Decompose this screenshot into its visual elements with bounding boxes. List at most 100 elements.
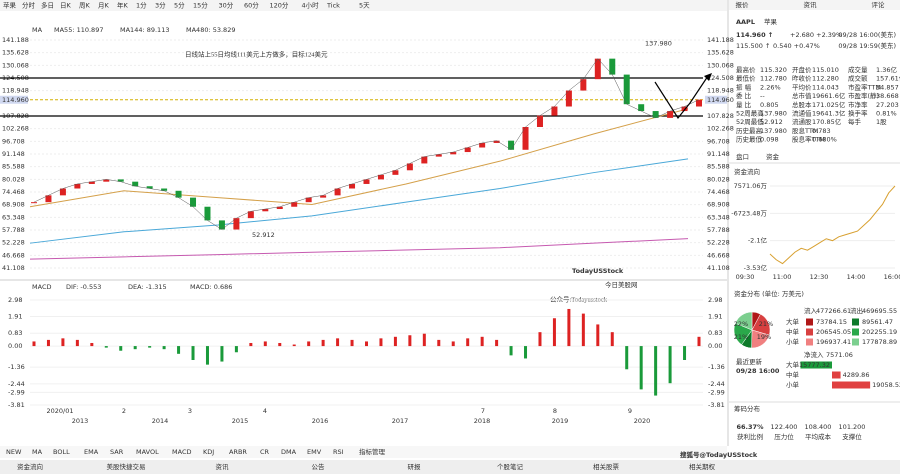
quote-label: 市盈率(静) (848, 91, 879, 100)
symbol: AAPL (736, 18, 755, 26)
y-tick-label: 102.268 (2, 125, 29, 133)
candle (161, 188, 168, 191)
candle (74, 183, 81, 189)
toolbar-item[interactable]: 月K (98, 2, 110, 10)
fund-tick-label: -3.53亿 (744, 263, 768, 272)
toolbar-item[interactable]: 15分 (193, 1, 208, 10)
panel-tab[interactable]: 盘口 (736, 152, 749, 161)
candle (508, 140, 515, 150)
indicator-tab[interactable]: 指标管理 (359, 447, 386, 456)
indicator-tab[interactable]: RSI (333, 448, 344, 456)
quote-value: 0.81% (876, 110, 897, 118)
pie-label: 21% (734, 333, 748, 341)
y-tick-label: 41.108 (2, 264, 25, 272)
indicator-tab[interactable]: KDJ (203, 448, 214, 456)
net-bar (832, 381, 871, 389)
quote-label: 历史最高 (736, 126, 763, 135)
y-tick-label: 63.348 (2, 213, 25, 221)
net-row-name: 中单 (786, 370, 800, 379)
macd-legend: DEA: -1.315 (128, 283, 167, 291)
toolbar-item[interactable]: 30分 (219, 1, 234, 10)
bottom-tab[interactable]: 资讯 (216, 462, 230, 471)
y-tick-label-right: 91.148 (707, 150, 730, 158)
macd-bar (133, 346, 137, 350)
quote-value: 0.680% (812, 136, 837, 144)
toolbar-item[interactable]: 苹果 (3, 1, 17, 10)
quote-label: 振 幅 (736, 82, 752, 91)
chip-value: 122.400 (771, 423, 798, 431)
quote-label: 换手率 (848, 109, 868, 118)
bottom-tab[interactable]: 相关期权 (689, 462, 716, 471)
toolbar-item[interactable]: 日K (60, 2, 72, 10)
candle (247, 211, 254, 219)
candle (392, 170, 399, 175)
toolbar-item[interactable]: 4小时 (302, 1, 320, 10)
net-row-value: -15777.32 (797, 361, 830, 369)
dist-title: 资金分布 (单位: 万美元) (734, 289, 804, 298)
candle (551, 106, 558, 116)
bottom-tab[interactable]: 相关股票 (593, 462, 620, 471)
fund-tick-label: 7571.06万 (734, 182, 768, 190)
quote-tab[interactable]: 评论 (872, 0, 886, 9)
close-line (33, 58, 700, 230)
candle (406, 163, 413, 171)
indicator-tab[interactable]: EMV (307, 448, 322, 456)
indicator-tab[interactable]: MACD (172, 448, 191, 456)
quote-value: 0.805 (760, 101, 779, 109)
toolbar-item[interactable]: 5天 (359, 2, 370, 10)
chip-value: 101.200 (839, 423, 866, 431)
in-swatch (806, 328, 813, 336)
candle (190, 197, 197, 207)
toolbar-item[interactable]: 60分 (244, 1, 259, 10)
x-year-label: 2015 (232, 417, 249, 425)
indicator-tab[interactable]: NEW (6, 448, 22, 456)
indicator-tab[interactable]: SAR (110, 448, 124, 456)
macd-bar (148, 346, 152, 348)
bottom-tab[interactable]: 公告 (312, 462, 326, 471)
quote-tab[interactable]: 报价 (736, 0, 750, 9)
panel-tab[interactable]: 资金 (766, 152, 780, 161)
macd-bar (365, 341, 368, 347)
toolbar-item[interactable]: 5分 (174, 1, 185, 10)
y-tick-label-right: 130.068 (707, 61, 734, 69)
toolbar-item[interactable]: 分时 (22, 1, 36, 10)
quote-tab[interactable]: 资讯 (804, 0, 818, 9)
indicator-tab[interactable]: EMA (84, 448, 99, 456)
toolbar-item[interactable]: 1分 (136, 1, 147, 10)
x-month-label: 8 (553, 407, 557, 415)
after-price: 115.500 ↑ (736, 42, 770, 50)
indicator-tab[interactable]: MAVOL (136, 448, 159, 456)
quote-value: 1.36亿 (876, 65, 897, 74)
bottom-tab[interactable]: 资金流向 (17, 462, 43, 471)
indicator-tab[interactable]: MA (32, 448, 43, 456)
toolbar-item[interactable]: 120分 (270, 1, 289, 10)
net-row-name: 小单 (786, 380, 800, 389)
toolbar-item[interactable]: Tick (326, 2, 340, 10)
indicator-tab[interactable]: DMA (281, 448, 297, 456)
toolbar-item[interactable]: 多日 (41, 1, 54, 10)
indicator-tab[interactable]: ARBR (229, 448, 247, 456)
bottom-tab[interactable]: 美股快捷交易 (107, 462, 146, 471)
macd-tick-label-right: -2.99 (708, 388, 725, 396)
macd-bar (90, 342, 94, 347)
indicator-tab[interactable]: BOLL (53, 448, 70, 456)
toolbar-item[interactable]: 3分 (155, 1, 166, 10)
macd-bar (408, 335, 412, 347)
quote-label: 最高价 (736, 65, 756, 74)
dist-out: 89561.47 (862, 318, 893, 326)
toolbar-item[interactable]: 周K (79, 2, 91, 10)
quote-label: 委 比 (736, 91, 752, 100)
bottom-tab[interactable]: 个股笔记 (497, 462, 524, 471)
bottom-tab[interactable]: 研报 (408, 462, 422, 471)
macd-bar (639, 346, 643, 390)
indicator-tab[interactable]: CR (260, 448, 270, 456)
quote-value: 19641.3亿 (812, 109, 846, 118)
annotation: 日线站上55日均线111美元上方做多，目标124美元 (185, 49, 328, 58)
net-label: 净流入 (804, 350, 824, 359)
macd-tick-label: -1.36 (8, 363, 25, 371)
candle (117, 179, 124, 182)
toolbar-item[interactable]: 年K (117, 1, 129, 10)
ma144-line (29, 158, 689, 244)
left-panel (0, 0, 727, 446)
x-month-label: 3 (188, 407, 192, 415)
